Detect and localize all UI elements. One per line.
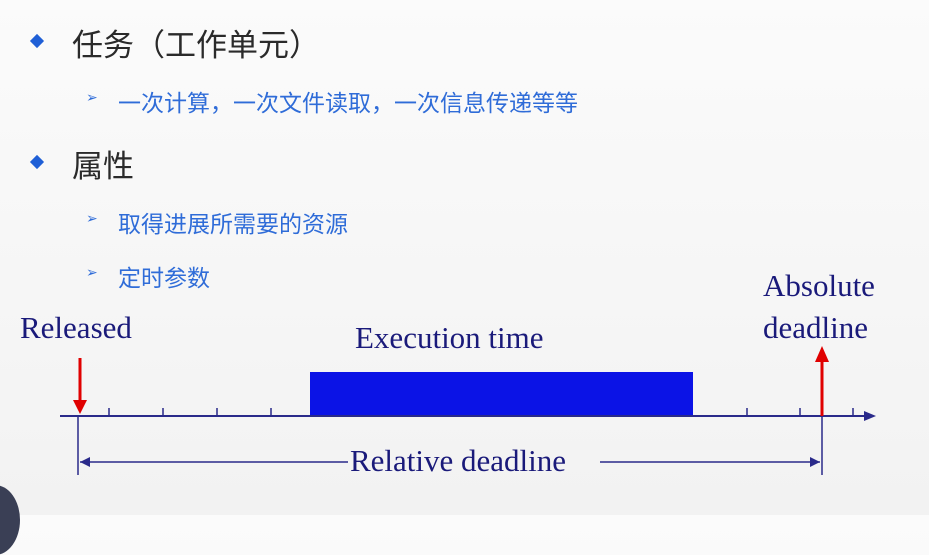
relative-deadline-label: Relative deadline (350, 443, 567, 478)
released-label: Released (20, 310, 132, 345)
axis-arrowhead (864, 411, 876, 421)
bullet-attributes: 属性 (72, 149, 134, 185)
relative-arrowhead-right (810, 457, 820, 467)
relative-arrowhead-left (80, 457, 90, 467)
sub-bullet-arrow-icon: ➢ (86, 90, 98, 106)
execution-bar (310, 372, 693, 416)
deadline-arrowhead (815, 346, 829, 362)
absolute-label-line2: deadline (763, 310, 869, 345)
absolute-label-line1: Absolute (763, 268, 875, 303)
sub-bullet-arrow-icon: ➢ (86, 211, 98, 227)
execution-time-label: Execution time (355, 320, 544, 355)
timeline-diagram (60, 346, 876, 475)
axis-ticks (108, 408, 854, 416)
sub-bullet-resources: 取得进展所需要的资源 (118, 212, 348, 238)
sub-bullet-task-examples: 一次计算，一次文件读取，一次信息传递等等 (118, 91, 578, 117)
sub-bullet-arrow-icon: ➢ (86, 265, 98, 281)
release-arrowhead (73, 400, 87, 414)
sub-bullet-timing: 定时参数 (118, 266, 210, 292)
bullet-task: 任务（工作单元） (72, 28, 320, 64)
